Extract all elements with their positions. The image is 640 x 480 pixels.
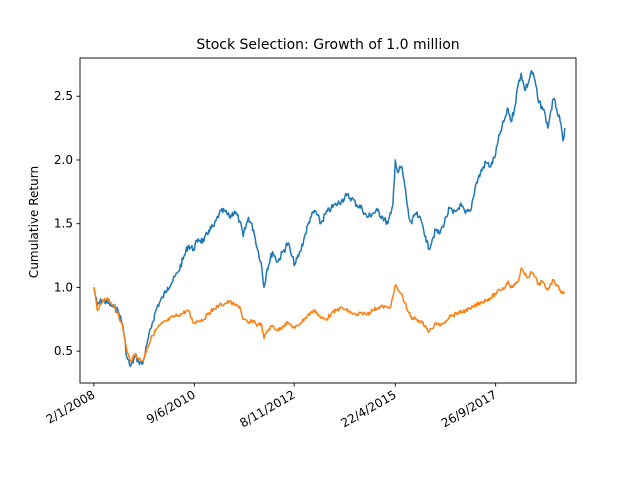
plot-frame: [79, 57, 577, 384]
y-axis-label: Cumulative Return: [27, 166, 41, 278]
series-1-line: [93, 69, 566, 368]
chart-title: Stock Selection: Growth of 1.0 million: [196, 37, 459, 53]
y-tick-label: 2.5: [54, 89, 73, 103]
y-tick-label: 2.0: [54, 153, 73, 167]
y-tick-label: 0.5: [54, 344, 73, 358]
y-tick-label: 1.5: [54, 217, 73, 231]
series-layer: [93, 69, 566, 368]
y-tick-label: 1.0: [54, 280, 73, 294]
y-axis: 0.5 1.0 1.5 2.0 2.5: [54, 89, 80, 358]
series-2-line: [93, 267, 566, 363]
